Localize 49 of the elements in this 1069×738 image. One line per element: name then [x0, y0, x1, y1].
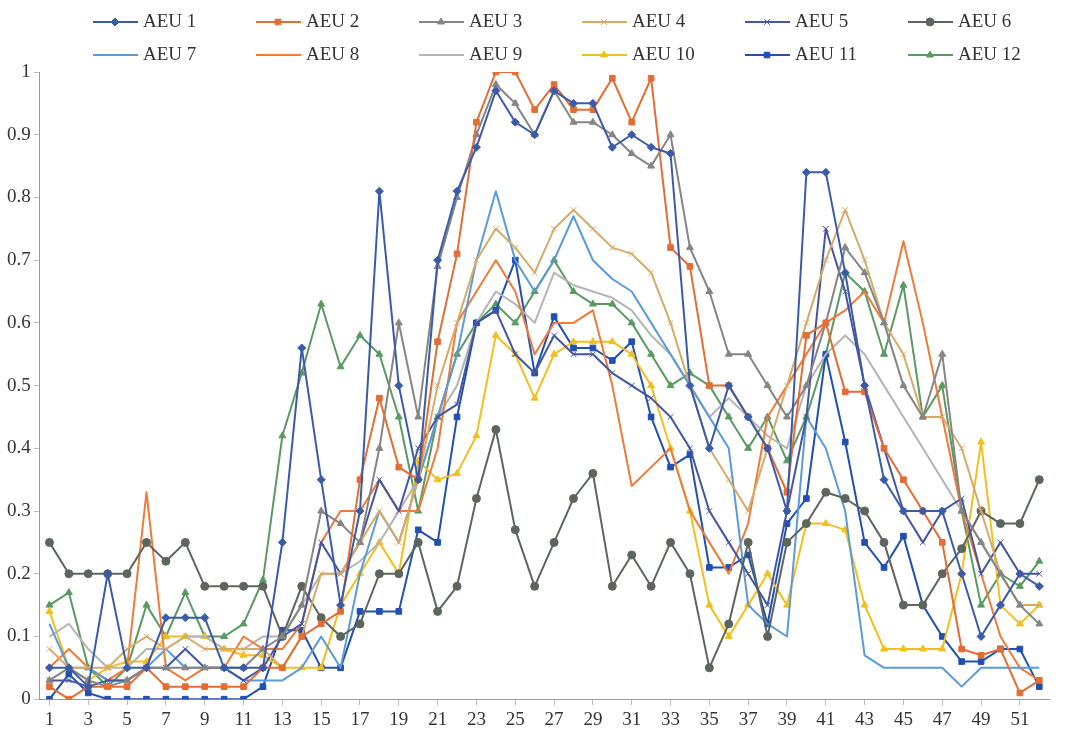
x-tick-label: 1	[44, 707, 55, 729]
legend-label: AEU 2	[306, 9, 360, 31]
y-tick-label: 0.4	[7, 436, 32, 458]
legend-label: AEU 12	[958, 42, 1021, 64]
x-tick-label: 27	[544, 707, 564, 729]
x-tick-label: 39	[777, 707, 797, 729]
y-tick-label: 0.9	[7, 122, 31, 144]
y-tick-label: 0.5	[7, 373, 31, 395]
y-tick-label: 0.6	[7, 310, 31, 332]
y-tick-label: 0.8	[7, 185, 31, 207]
x-tick-label: 17	[350, 707, 370, 729]
y-tick-label: 1	[21, 59, 31, 81]
x-tick-label: 33	[661, 707, 681, 729]
legend-label: AEU 11	[795, 42, 858, 64]
x-tick-label: 43	[855, 707, 875, 729]
x-tick-label: 9	[199, 707, 210, 729]
legend-label: AEU 4	[632, 9, 686, 31]
y-tick-label: 0	[21, 687, 31, 709]
x-tick-label: 13	[272, 707, 292, 729]
x-tick-label: 3	[83, 707, 94, 729]
legend-label: AEU 10	[632, 42, 695, 64]
x-tick-label: 29	[583, 707, 603, 729]
x-tick-label: 21	[428, 707, 448, 729]
x-tick-label: 23	[466, 707, 486, 729]
legend-label: AEU 6	[958, 9, 1012, 31]
y-tick-label: 0.2	[7, 561, 31, 583]
x-tick-label: 49	[971, 707, 991, 729]
x-tick-label: 37	[738, 707, 758, 729]
x-tick-label: 5	[122, 707, 132, 729]
x-tick-label: 31	[622, 707, 642, 729]
x-tick-label: 45	[893, 707, 913, 729]
x-tick-label: 35	[699, 707, 719, 729]
x-tick-label: 11	[234, 707, 253, 729]
x-tick-label: 15	[311, 707, 331, 729]
x-tick-label: 19	[389, 707, 409, 729]
x-tick-label: 51	[1010, 707, 1030, 729]
y-tick-label: 0.7	[7, 248, 31, 270]
x-tick-label: 41	[816, 707, 836, 729]
legend-label: AEU 3	[469, 9, 523, 31]
x-tick-label: 7	[161, 707, 171, 729]
y-tick-label: 0.3	[7, 499, 31, 521]
x-tick-label: 25	[505, 707, 525, 729]
legend-label: AEU 9	[469, 42, 523, 64]
x-tick-label: 47	[932, 707, 952, 729]
legend-label: AEU 5	[795, 9, 849, 31]
legend-label: AEU 8	[306, 42, 360, 64]
legend-label: AEU 7	[143, 42, 197, 64]
y-tick-label: 0.1	[7, 624, 31, 646]
legend-label: AEU 1	[143, 9, 197, 31]
